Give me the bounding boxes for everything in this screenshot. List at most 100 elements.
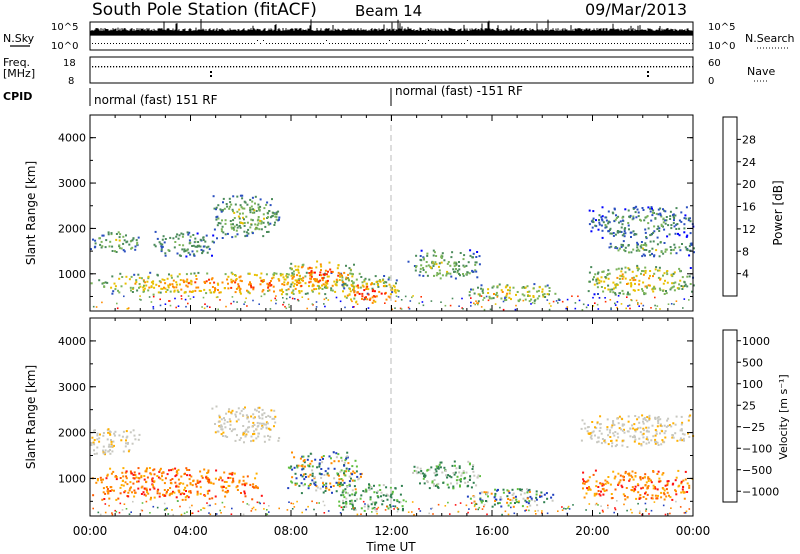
heatmap-cell [273, 417, 276, 420]
heatmap-cell [469, 497, 472, 500]
heatmap-cell [257, 487, 259, 490]
nsearch-dot [479, 43, 480, 44]
colorbar-tick-label: −500 [742, 464, 772, 477]
heatmap-cell [588, 476, 591, 479]
heatmap-cell [371, 296, 374, 299]
heatmap-cell [279, 274, 282, 277]
x-tick-label: 16:00 [475, 524, 510, 538]
heatmap-cell [610, 440, 612, 442]
heatmap-cell [244, 201, 247, 204]
heatmap-cell [682, 285, 685, 288]
heatmap-cell [93, 449, 95, 452]
heatmap-cell [433, 251, 436, 254]
heatmap-cell [526, 488, 528, 491]
heatmap-cell [221, 479, 224, 482]
heatmap-cell [329, 482, 332, 485]
heatmap-cell [193, 272, 196, 275]
freq-dot [500, 66, 502, 68]
heatmap-cell [244, 484, 247, 487]
heatmap-cell [487, 495, 489, 498]
heatmap-cell [675, 490, 677, 493]
heatmap-cell [302, 279, 304, 282]
heatmap-cell [342, 489, 345, 492]
heatmap-cell [526, 506, 529, 508]
heatmap-cell [155, 283, 158, 286]
heatmap-cell [227, 476, 230, 479]
heatmap-cell [649, 274, 651, 277]
heatmap-cell [458, 467, 461, 469]
heatmap-cell [416, 466, 419, 469]
heatmap-cell [660, 491, 663, 494]
freq-dot [593, 66, 595, 68]
heatmap-cell [203, 280, 206, 283]
heatmap-cell [646, 436, 649, 439]
heatmap-cell [189, 235, 192, 238]
heatmap-cell [685, 206, 688, 209]
heatmap-cell [102, 445, 105, 448]
heatmap-cell [539, 495, 541, 498]
heatmap-cell [232, 477, 235, 480]
freq-dot [491, 66, 493, 68]
heatmap-cell [297, 278, 300, 281]
heatmap-cell [219, 222, 222, 225]
freq-dot [104, 66, 106, 68]
freq-dot [152, 66, 154, 68]
heatmap-cell [334, 283, 337, 286]
nsearch-dot [584, 43, 585, 44]
heatmap-cell [683, 439, 685, 442]
heatmap-cell [624, 208, 627, 211]
heatmap-cell [291, 277, 294, 280]
heatmap-cell [90, 248, 92, 251]
heatmap-cell [269, 308, 272, 310]
heatmap-cell [606, 418, 609, 421]
heatmap-cell [336, 473, 339, 476]
freq-dot [605, 66, 607, 68]
heatmap-cell [258, 406, 261, 409]
heatmap-cell [532, 287, 535, 290]
heatmap-cell [594, 503, 597, 506]
heatmap-cell [110, 286, 113, 289]
heatmap-cell [374, 503, 377, 506]
heatmap-cell [464, 481, 467, 484]
heatmap-cell [191, 504, 193, 507]
heatmap-cell [462, 258, 465, 261]
heatmap-cell [628, 478, 631, 481]
heatmap-cell [654, 429, 657, 431]
heatmap-cell [477, 303, 479, 306]
heatmap-cell [594, 224, 597, 227]
heatmap-cell [450, 256, 453, 259]
heatmap-cell [649, 234, 652, 237]
heatmap-cell [229, 472, 232, 475]
heatmap-cell [175, 474, 178, 477]
heatmap-cell [475, 261, 478, 264]
heatmap-cell [615, 268, 618, 271]
freq-dot [296, 66, 298, 68]
heatmap-cell [211, 407, 214, 410]
heatmap-cell [497, 502, 499, 505]
heatmap-cell [672, 248, 675, 251]
heatmap-cell [674, 423, 677, 426]
heatmap-cell [185, 273, 188, 276]
heatmap-cell [414, 266, 417, 269]
heatmap-cell [222, 431, 225, 434]
freq-dot [617, 66, 619, 68]
heatmap-cell [311, 303, 314, 305]
heatmap-cell [655, 266, 658, 269]
heatmap-cell [138, 283, 141, 285]
heatmap-cell [498, 502, 501, 504]
nsearch-dot [536, 43, 537, 44]
nsearch-dot [485, 43, 486, 44]
heatmap-cell [597, 293, 599, 295]
heatmap-cell [121, 435, 124, 438]
heatmap-cell [678, 283, 681, 286]
heatmap-cell [590, 230, 593, 233]
heatmap-cell [215, 405, 218, 408]
heatmap-cell [108, 432, 111, 435]
freq-dot [293, 66, 295, 68]
heatmap-cell [156, 492, 159, 495]
heatmap-cell [355, 470, 358, 473]
heatmap-cell [217, 308, 219, 311]
heatmap-cell [385, 298, 388, 301]
heatmap-cell [681, 243, 683, 245]
